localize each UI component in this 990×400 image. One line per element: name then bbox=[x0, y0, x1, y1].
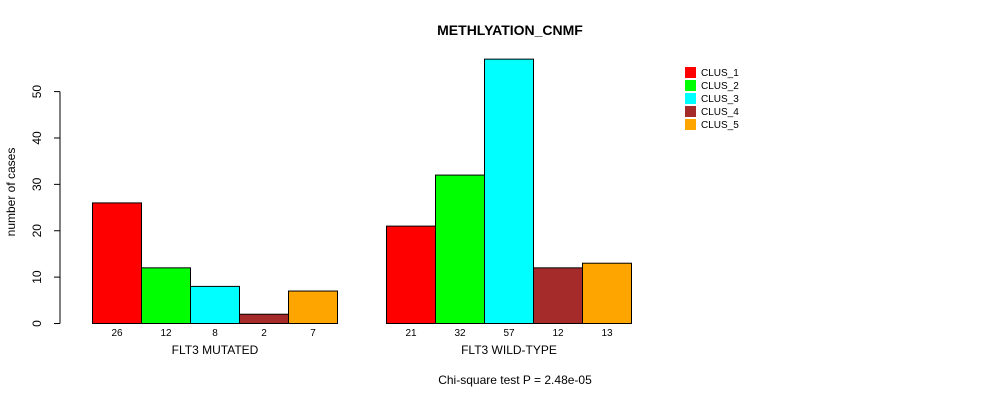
bar-clus-5 bbox=[288, 290, 338, 324]
legend-swatch bbox=[685, 93, 696, 104]
chart-title: METHLYATION_CNMF bbox=[437, 22, 583, 38]
bar-count-label: 32 bbox=[454, 328, 466, 339]
legend-swatch bbox=[685, 106, 696, 117]
bar-count-label: 26 bbox=[111, 328, 123, 339]
count-labels: 26 12 8 2 7 21 32 57 12 13 bbox=[111, 328, 613, 339]
legend-label: CLUS_5 bbox=[701, 120, 739, 131]
bar-clus-4 bbox=[239, 313, 289, 324]
bar-clus-4 bbox=[533, 267, 583, 324]
legend-label: CLUS_4 bbox=[701, 107, 739, 118]
bar-clus-2 bbox=[435, 174, 485, 324]
bar-clus-2 bbox=[141, 267, 191, 324]
bar-count-label: 12 bbox=[552, 328, 564, 339]
group-label: FLT3 WILD-TYPE bbox=[461, 343, 557, 357]
y-tick-label: 10 bbox=[30, 270, 44, 284]
y-tick-label: 20 bbox=[30, 224, 44, 238]
legend-label: CLUS_3 bbox=[701, 94, 739, 105]
bar-clus-3 bbox=[190, 285, 240, 324]
chi-square-footnote: Chi-square test P = 2.48e-05 bbox=[438, 373, 592, 387]
legend-swatch bbox=[685, 67, 696, 78]
bar-clus-3 bbox=[484, 58, 534, 324]
y-tick-label: 40 bbox=[30, 131, 44, 145]
bar-count-label: 57 bbox=[503, 328, 515, 339]
legend-label: CLUS_2 bbox=[701, 81, 739, 92]
bar-count-label: 13 bbox=[601, 328, 613, 339]
bar-count-label: 21 bbox=[405, 328, 417, 339]
bar-clus-1 bbox=[386, 225, 436, 325]
y-axis-label: number of cases bbox=[4, 148, 18, 237]
bar-clus-1 bbox=[92, 202, 142, 324]
y-tick-label: 0 bbox=[30, 320, 44, 327]
y-tick-label: 30 bbox=[30, 177, 44, 191]
bar-count-label: 2 bbox=[261, 328, 267, 339]
bar-clus-5 bbox=[582, 262, 632, 324]
legend-swatch bbox=[685, 80, 696, 91]
y-axis: 0 10 20 30 40 50 bbox=[30, 85, 61, 327]
group-labels: FLT3 MUTATED FLT3 WILD-TYPE bbox=[172, 343, 557, 357]
legend-label: CLUS_1 bbox=[701, 68, 739, 79]
bar-count-label: 7 bbox=[310, 328, 316, 339]
bar-count-label: 12 bbox=[160, 328, 172, 339]
legend: CLUS_1 CLUS_2 CLUS_3 CLUS_4 CLUS_5 bbox=[685, 67, 739, 131]
bars bbox=[92, 58, 632, 325]
y-tick-label: 50 bbox=[30, 85, 44, 99]
legend-swatch bbox=[685, 119, 696, 130]
group-label: FLT3 MUTATED bbox=[172, 343, 259, 357]
bar-count-label: 8 bbox=[212, 328, 218, 339]
